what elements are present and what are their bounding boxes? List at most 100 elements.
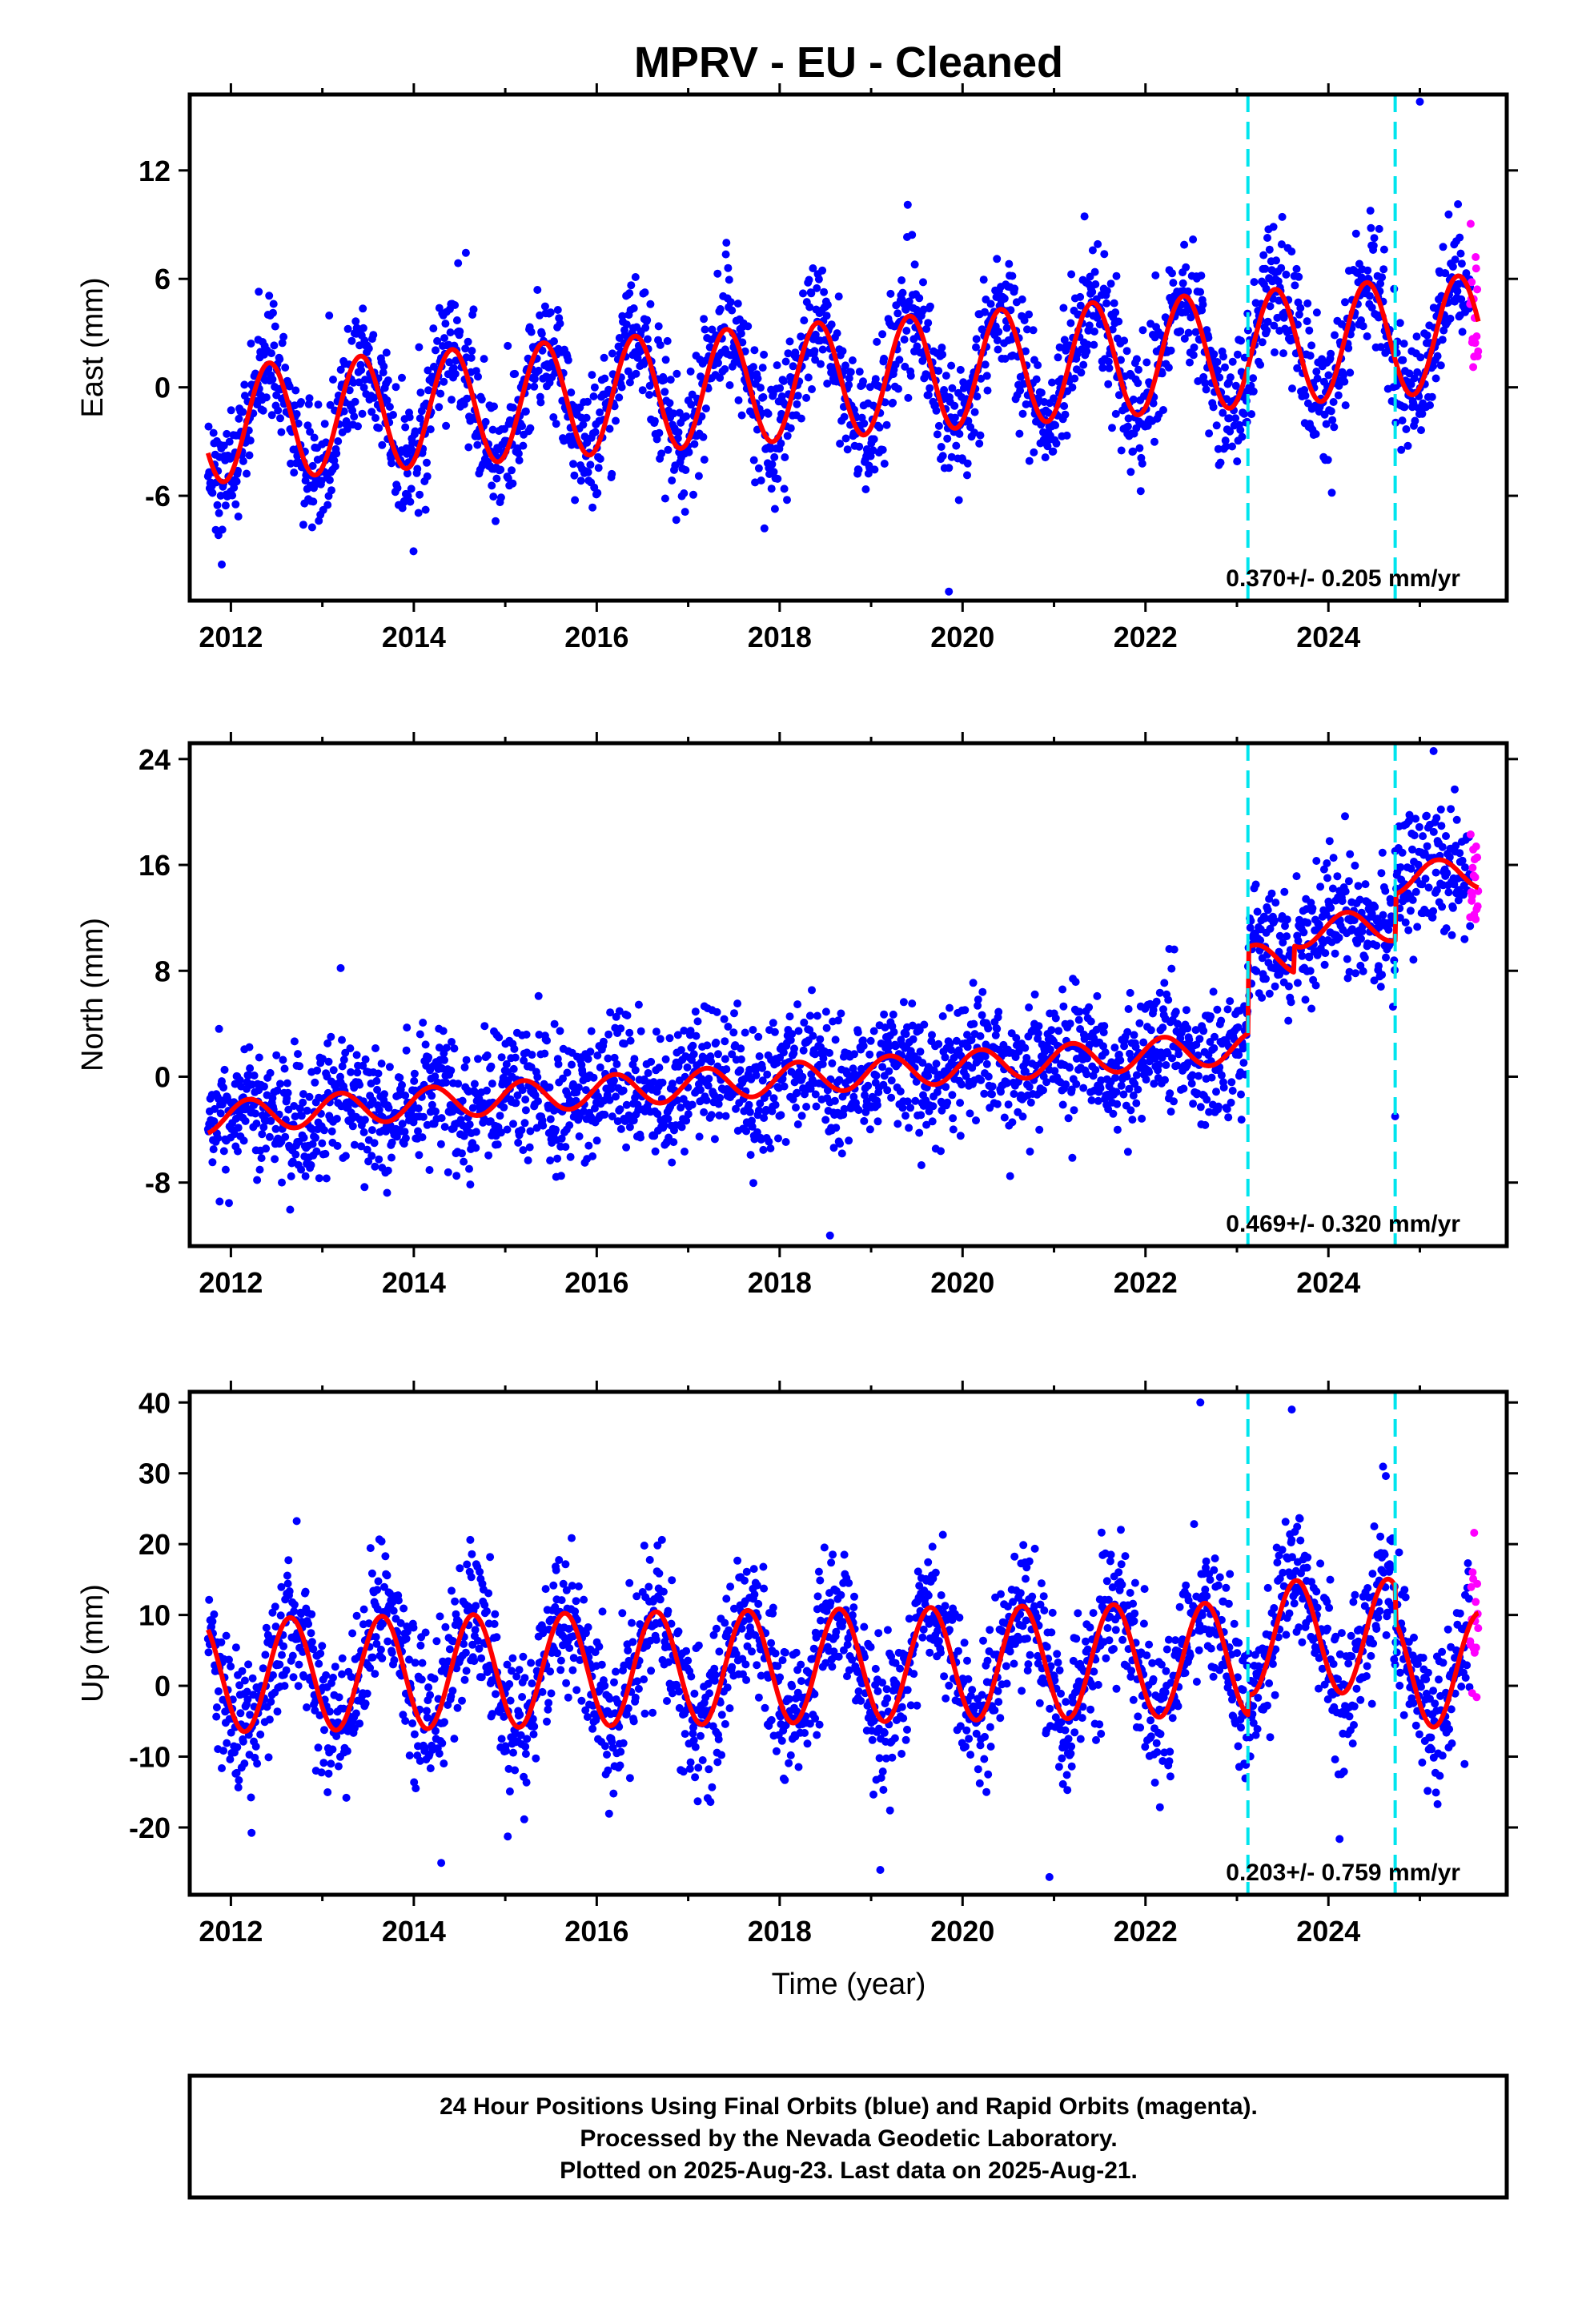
data-point bbox=[972, 1116, 980, 1125]
data-point bbox=[1183, 1024, 1192, 1033]
data-point bbox=[794, 1027, 803, 1035]
data-point bbox=[1271, 916, 1279, 925]
data-point bbox=[1180, 334, 1189, 343]
data-point bbox=[270, 341, 279, 350]
data-point bbox=[749, 456, 758, 464]
data-point bbox=[1369, 241, 1378, 250]
rapid-data-point bbox=[1472, 915, 1480, 923]
data-point bbox=[1110, 299, 1118, 308]
data-point bbox=[331, 1663, 339, 1671]
data-point bbox=[1025, 456, 1034, 465]
data-point bbox=[976, 431, 985, 440]
data-point bbox=[371, 414, 379, 422]
data-point bbox=[854, 465, 863, 474]
data-point bbox=[812, 1102, 821, 1111]
rapid-data-point bbox=[1468, 863, 1477, 872]
data-point bbox=[1214, 1102, 1223, 1111]
data-point bbox=[1447, 805, 1456, 814]
data-point bbox=[383, 396, 391, 404]
data-point bbox=[1398, 848, 1407, 857]
data-point bbox=[361, 1055, 370, 1063]
data-point bbox=[351, 397, 359, 406]
data-point bbox=[341, 1152, 350, 1160]
data-point bbox=[1210, 350, 1219, 359]
data-point bbox=[248, 1674, 257, 1683]
data-point bbox=[1333, 872, 1342, 881]
data-point bbox=[1354, 882, 1363, 891]
data-point bbox=[307, 523, 316, 532]
data-point bbox=[320, 1126, 328, 1135]
data-point bbox=[214, 1687, 223, 1695]
data-point bbox=[1132, 355, 1141, 364]
data-point bbox=[1397, 445, 1406, 454]
data-point bbox=[600, 353, 608, 362]
data-point bbox=[1187, 1080, 1196, 1088]
data-point bbox=[496, 493, 505, 502]
data-point bbox=[1437, 822, 1446, 830]
data-point bbox=[1066, 1019, 1074, 1028]
data-point bbox=[777, 439, 785, 448]
data-point bbox=[1226, 427, 1235, 436]
data-point bbox=[545, 1083, 554, 1092]
data-point bbox=[328, 1745, 337, 1754]
up-panel: 2012 2014 2016 2018 2020 2022 2024-20-10010203… bbox=[76, 1381, 1518, 1948]
data-point bbox=[827, 320, 836, 329]
data-point bbox=[622, 1143, 631, 1152]
data-point bbox=[737, 329, 745, 338]
data-point bbox=[736, 1066, 745, 1075]
data-point bbox=[225, 1655, 233, 1664]
data-point bbox=[1112, 1088, 1121, 1096]
data-point bbox=[665, 1034, 674, 1043]
data-point bbox=[273, 1707, 282, 1716]
data-point bbox=[574, 1083, 583, 1092]
data-point bbox=[1451, 255, 1460, 264]
data-point bbox=[452, 1172, 461, 1180]
data-point bbox=[929, 1102, 938, 1111]
rapid-data-point bbox=[1474, 347, 1483, 356]
data-point bbox=[358, 409, 367, 418]
data-point bbox=[1004, 1100, 1013, 1109]
data-point bbox=[1442, 924, 1451, 933]
data-point bbox=[586, 460, 595, 469]
x-tick-label: 2016 bbox=[564, 621, 628, 653]
data-point bbox=[424, 386, 433, 395]
data-point bbox=[956, 1132, 965, 1140]
data-point bbox=[840, 412, 849, 421]
data-point-outlier bbox=[945, 587, 954, 596]
data-point bbox=[843, 445, 852, 454]
data-point bbox=[1288, 384, 1296, 393]
data-point-outlier bbox=[218, 560, 226, 569]
data-point bbox=[1138, 1114, 1146, 1123]
data-point bbox=[232, 477, 241, 486]
data-point bbox=[860, 1116, 869, 1125]
data-point bbox=[1331, 949, 1339, 958]
data-point bbox=[1195, 1072, 1203, 1080]
data-point bbox=[489, 493, 498, 501]
data-point bbox=[1324, 371, 1333, 380]
data-point bbox=[238, 1667, 247, 1675]
data-point bbox=[552, 1125, 560, 1134]
data-point bbox=[554, 1059, 563, 1068]
data-point bbox=[333, 1141, 342, 1150]
data-point bbox=[833, 329, 841, 338]
data-point bbox=[504, 341, 512, 350]
data-point bbox=[538, 346, 547, 355]
data-point bbox=[462, 1055, 471, 1064]
data-point bbox=[1404, 926, 1413, 935]
data-point bbox=[1166, 1089, 1174, 1098]
data-point bbox=[464, 443, 473, 452]
data-point bbox=[1158, 1023, 1167, 1032]
data-point bbox=[299, 521, 307, 529]
data-point bbox=[1091, 280, 1100, 288]
data-point bbox=[219, 441, 228, 450]
data-point bbox=[928, 1031, 936, 1039]
data-point bbox=[1407, 864, 1415, 873]
data-point bbox=[596, 408, 604, 416]
data-point bbox=[1126, 1106, 1135, 1115]
data-point bbox=[310, 433, 319, 442]
data-point bbox=[798, 1072, 807, 1081]
data-point bbox=[780, 485, 789, 493]
data-point bbox=[612, 1059, 621, 1068]
data-point bbox=[1162, 1061, 1170, 1069]
data-point bbox=[838, 347, 847, 356]
